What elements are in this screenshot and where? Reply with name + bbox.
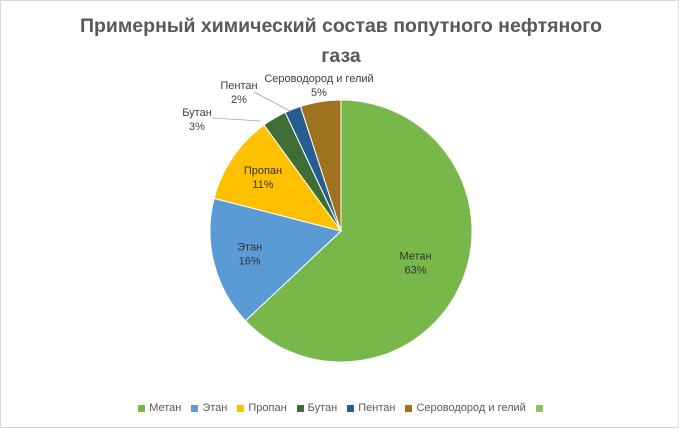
data-label-name-6: Сероводород и гелий — [264, 73, 373, 85]
legend-swatch-4 — [296, 404, 304, 412]
data-label-name-1: Метан — [399, 250, 431, 262]
data-labels: Метан 63% Этан 16% Пропан 11% Бутан 3% Пентан 2% С… — [182, 73, 431, 276]
legend: Метан Этан Пропан Бутан Пентан Сероводород и … — [1, 400, 679, 416]
data-label-name-5: Пентан — [220, 80, 257, 92]
pie-slice-3 — [213, 124, 343, 232]
data-label-value-2: 16% — [239, 255, 261, 267]
legend-swatch-3 — [237, 404, 245, 412]
legend-item-5: Пентан — [347, 402, 395, 414]
legend-swatch-1 — [138, 404, 146, 412]
data-label-value-3: 11% — [252, 179, 273, 191]
leader-line-4 — [211, 117, 262, 122]
data-label-value-5: 2% — [231, 94, 247, 106]
legend-label-4: Бутан — [307, 402, 338, 414]
legend-item-2: Этан — [191, 402, 227, 414]
chart-title-line-2: газа — [321, 45, 361, 67]
leader-line-5 — [253, 91, 291, 112]
data-label-name-3: Пропан — [244, 165, 282, 177]
data-label-name-4: Бутан — [182, 107, 212, 119]
legend-label-3: Пропан — [248, 402, 287, 414]
data-label-value-4: 3% — [189, 121, 205, 133]
chart-title: Примерный химический состав попутного не… — [61, 11, 621, 71]
data-label-value-1: 63% — [405, 264, 427, 276]
legend-swatch-2 — [191, 404, 199, 412]
data-label-value-6: 5% — [311, 87, 327, 99]
legend-item-4: Бутан — [296, 402, 338, 414]
pie-slice-2 — [209, 197, 343, 322]
leader-lines — [211, 91, 291, 122]
pie-slices — [209, 99, 473, 363]
legend-swatch-5 — [347, 404, 355, 412]
legend-item-6: Сероводород и гелий — [405, 402, 526, 414]
pie-slice-6 — [299, 99, 342, 232]
legend-item-1: Метан — [138, 402, 181, 414]
legend-item-7 — [535, 404, 543, 412]
legend-item-3: Пропан — [237, 402, 287, 414]
legend-label-1: Метан — [149, 402, 182, 414]
legend-label-5: Пентан — [358, 402, 396, 414]
data-label-name-2: Этан — [237, 241, 262, 253]
legend-label-2: Этан — [202, 402, 228, 414]
legend-swatch-7 — [535, 404, 543, 412]
legend-swatch-6 — [405, 404, 413, 412]
pie-slice-1 — [244, 99, 473, 363]
chart-title-line-1: Примерный химический состав попутного не… — [79, 15, 603, 37]
legend-label-6: Сероводород и гелий — [416, 402, 526, 414]
